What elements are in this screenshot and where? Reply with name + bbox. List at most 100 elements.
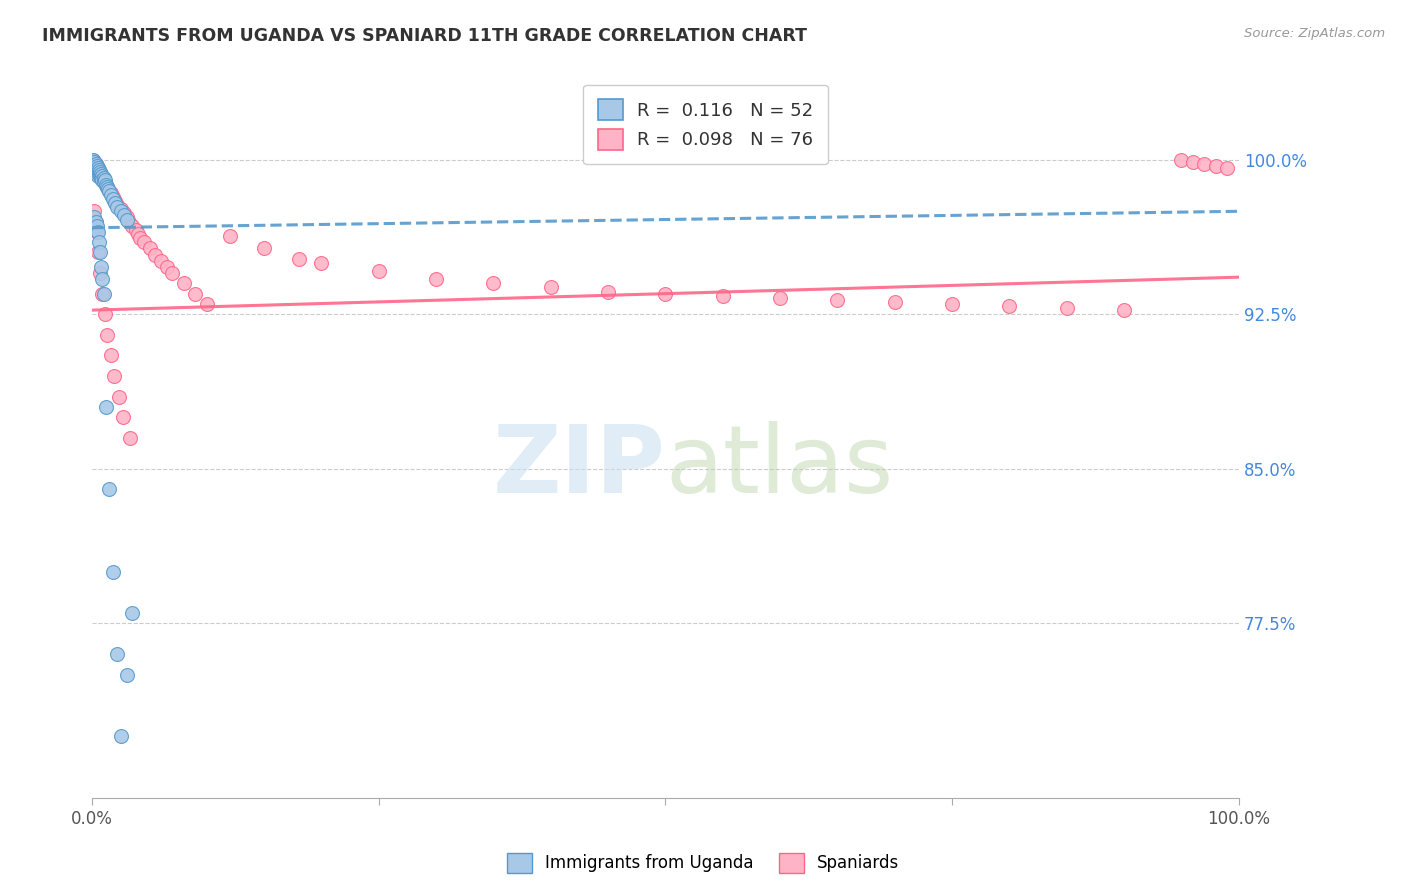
Point	[98, 184, 121, 198]
Point	[94, 400, 117, 414]
Point	[91, 286, 114, 301]
Point	[149, 253, 172, 268]
Point	[90, 260, 112, 274]
Point	[121, 219, 143, 233]
Point	[97, 181, 120, 195]
Point	[96, 179, 118, 194]
Point	[115, 212, 138, 227]
Point	[84, 161, 107, 175]
Point	[107, 200, 129, 214]
Point	[84, 157, 107, 171]
Point	[83, 204, 105, 219]
Point	[103, 369, 125, 384]
Point	[84, 214, 107, 228]
Point	[941, 297, 963, 311]
Point	[94, 176, 117, 190]
Point	[118, 431, 141, 445]
Point	[89, 245, 111, 260]
Point	[86, 219, 108, 233]
Point	[1170, 153, 1192, 167]
Point	[100, 187, 122, 202]
Point	[83, 154, 105, 169]
Point	[87, 245, 110, 260]
Point	[827, 293, 849, 307]
Point	[90, 171, 112, 186]
Point	[89, 169, 111, 184]
Point	[112, 410, 135, 425]
Point	[82, 157, 104, 171]
Point	[1205, 159, 1227, 173]
Text: atlas: atlas	[665, 421, 894, 513]
Point	[253, 241, 276, 255]
Point	[769, 291, 792, 305]
Point	[654, 286, 676, 301]
Point	[91, 173, 114, 187]
Point	[82, 153, 104, 167]
Point	[91, 272, 114, 286]
Point	[1216, 161, 1239, 175]
Point	[118, 214, 141, 228]
Point	[93, 286, 115, 301]
Point	[311, 256, 333, 270]
Point	[93, 173, 115, 187]
Point	[138, 241, 160, 255]
Point	[110, 204, 132, 219]
Point	[101, 192, 124, 206]
Point	[86, 159, 108, 173]
Point	[94, 178, 117, 192]
Point	[93, 171, 115, 186]
Point	[195, 297, 218, 311]
Point	[84, 157, 107, 171]
Point	[82, 153, 104, 167]
Point	[94, 178, 117, 192]
Point	[115, 667, 138, 681]
Point	[94, 173, 117, 187]
Point	[711, 289, 734, 303]
Point	[84, 161, 107, 175]
Point	[87, 225, 110, 239]
Text: ZIP: ZIP	[492, 421, 665, 513]
Point	[94, 307, 117, 321]
Point	[86, 159, 108, 173]
Point	[218, 229, 240, 244]
Point	[83, 154, 105, 169]
Point	[82, 157, 104, 171]
Point	[89, 266, 111, 280]
Point	[101, 190, 124, 204]
Point	[98, 483, 121, 497]
Point	[87, 161, 110, 175]
Point	[84, 214, 107, 228]
Point	[184, 286, 207, 301]
Point	[98, 184, 121, 198]
Point	[87, 169, 110, 184]
Point	[162, 266, 184, 280]
Point	[367, 264, 389, 278]
Point	[86, 163, 108, 178]
Point	[89, 167, 111, 181]
Point	[125, 223, 148, 237]
Point	[90, 167, 112, 181]
Point	[96, 327, 118, 342]
Point	[425, 272, 447, 286]
Point	[91, 169, 114, 184]
Point	[82, 161, 104, 175]
Point	[287, 252, 309, 266]
Point	[87, 163, 110, 178]
Point	[107, 390, 129, 404]
Point	[83, 163, 105, 178]
Point	[132, 235, 155, 249]
Point	[87, 165, 110, 179]
Point	[87, 165, 110, 179]
Point	[87, 235, 110, 249]
Point	[83, 159, 105, 173]
Point	[83, 211, 105, 225]
Legend: R =  0.116   N = 52, R =  0.098   N = 76: R = 0.116 N = 52, R = 0.098 N = 76	[583, 85, 828, 164]
Point	[110, 202, 132, 217]
Text: IMMIGRANTS FROM UGANDA VS SPANIARD 11TH GRADE CORRELATION CHART: IMMIGRANTS FROM UGANDA VS SPANIARD 11TH …	[42, 27, 807, 45]
Point	[107, 647, 129, 661]
Point	[96, 179, 118, 194]
Point	[156, 260, 179, 274]
Point	[100, 348, 122, 362]
Point	[112, 206, 135, 220]
Point	[86, 163, 108, 178]
